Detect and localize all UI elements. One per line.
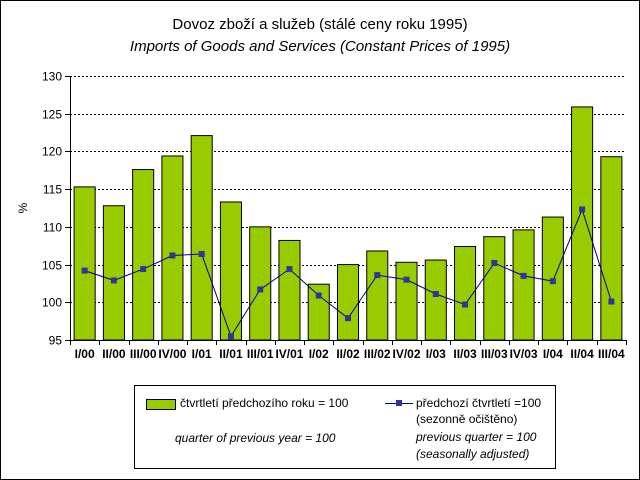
x-tick-label: IV/00 bbox=[158, 347, 186, 361]
legend-swatch-bars bbox=[146, 399, 176, 410]
bar bbox=[336, 264, 360, 341]
point-marker bbox=[169, 252, 176, 259]
bar bbox=[600, 156, 623, 341]
legend-label-line-en: previous quarter = 100 bbox=[416, 430, 537, 444]
x-tick-label: I/04 bbox=[543, 347, 563, 361]
x-tick-label: III/03 bbox=[481, 347, 508, 361]
x-tick-label: III/02 bbox=[364, 347, 391, 361]
y-tick-label: 120 bbox=[42, 145, 62, 159]
chart-subtitle: Imports of Goods and Services (Constant … bbox=[129, 38, 511, 55]
legend: čtvrtletí předchozího roku = 100 quarter… bbox=[134, 385, 556, 469]
x-tick-label: I/02 bbox=[309, 347, 329, 361]
point-marker bbox=[579, 206, 586, 213]
bar bbox=[132, 169, 155, 341]
legend-label-line-2: (sezonně očištěno) bbox=[416, 412, 518, 426]
y-tick-label: 130 bbox=[42, 70, 62, 84]
line-series bbox=[81, 206, 615, 340]
bar bbox=[512, 229, 535, 341]
x-tick-label: II/04 bbox=[570, 347, 594, 361]
bar bbox=[102, 205, 125, 341]
bar bbox=[483, 236, 506, 341]
legend-label-line: předchozí čtvrtletí =100 bbox=[416, 396, 542, 410]
x-tick-label: II/01 bbox=[219, 347, 243, 361]
point-marker bbox=[462, 301, 469, 308]
bar-series bbox=[73, 106, 623, 341]
legend-marker-line bbox=[396, 400, 402, 406]
bar bbox=[571, 106, 594, 341]
bar bbox=[161, 155, 184, 341]
x-tick-label: I/00 bbox=[75, 347, 95, 361]
point-marker bbox=[608, 298, 615, 305]
point-marker bbox=[432, 290, 439, 297]
legend-label-bars-en: quarter of previous year = 100 bbox=[175, 431, 336, 445]
y-tick-label: 125 bbox=[42, 108, 62, 122]
x-tick-label: II/03 bbox=[453, 347, 477, 361]
point-marker bbox=[286, 266, 293, 273]
y-tick-label: 95 bbox=[49, 334, 63, 348]
bar bbox=[395, 261, 418, 341]
point-marker bbox=[110, 277, 117, 284]
y-tick-label: 100 bbox=[42, 296, 62, 310]
point-marker bbox=[345, 315, 351, 322]
bar bbox=[219, 201, 242, 341]
point-marker bbox=[315, 292, 322, 299]
point-marker bbox=[549, 278, 556, 285]
legend-label-bars: čtvrtletí předchozího roku = 100 bbox=[180, 396, 349, 410]
x-tick-label: III/00 bbox=[130, 347, 157, 361]
point-marker bbox=[227, 333, 234, 340]
point-marker bbox=[257, 286, 264, 293]
point-marker bbox=[491, 260, 498, 267]
y-tick-label: 110 bbox=[43, 221, 62, 235]
bar bbox=[424, 259, 447, 341]
bar bbox=[278, 239, 301, 341]
y-tick-label: 105 bbox=[42, 259, 62, 273]
x-tick-label: IV/03 bbox=[510, 347, 538, 361]
y-axis-label: % bbox=[16, 202, 30, 213]
point-marker bbox=[374, 272, 381, 279]
bar bbox=[366, 250, 389, 341]
point-marker bbox=[198, 251, 205, 258]
x-tick-label: IV/01 bbox=[275, 347, 303, 361]
x-tick-label: II/02 bbox=[336, 347, 360, 361]
x-tick-label: III/01 bbox=[247, 347, 274, 361]
x-tick-label: I/01 bbox=[192, 347, 212, 361]
legend-label-line-en-2: (seasonally adjusted) bbox=[416, 447, 530, 461]
bar bbox=[190, 135, 213, 341]
point-marker bbox=[140, 266, 147, 273]
point-marker bbox=[403, 276, 410, 283]
x-tick-label: IV/02 bbox=[393, 347, 421, 361]
x-tick-label: II/00 bbox=[102, 347, 126, 361]
x-tick-label: III/04 bbox=[598, 347, 625, 361]
bar bbox=[73, 186, 96, 341]
y-tick-label: 115 bbox=[43, 183, 62, 197]
bar bbox=[249, 226, 272, 341]
point-marker bbox=[520, 272, 527, 279]
point-marker bbox=[81, 267, 88, 274]
chart-title: Dovoz zboží a služeb (stálé ceny roku 19… bbox=[172, 16, 468, 33]
x-tick-label: I/03 bbox=[426, 347, 446, 361]
